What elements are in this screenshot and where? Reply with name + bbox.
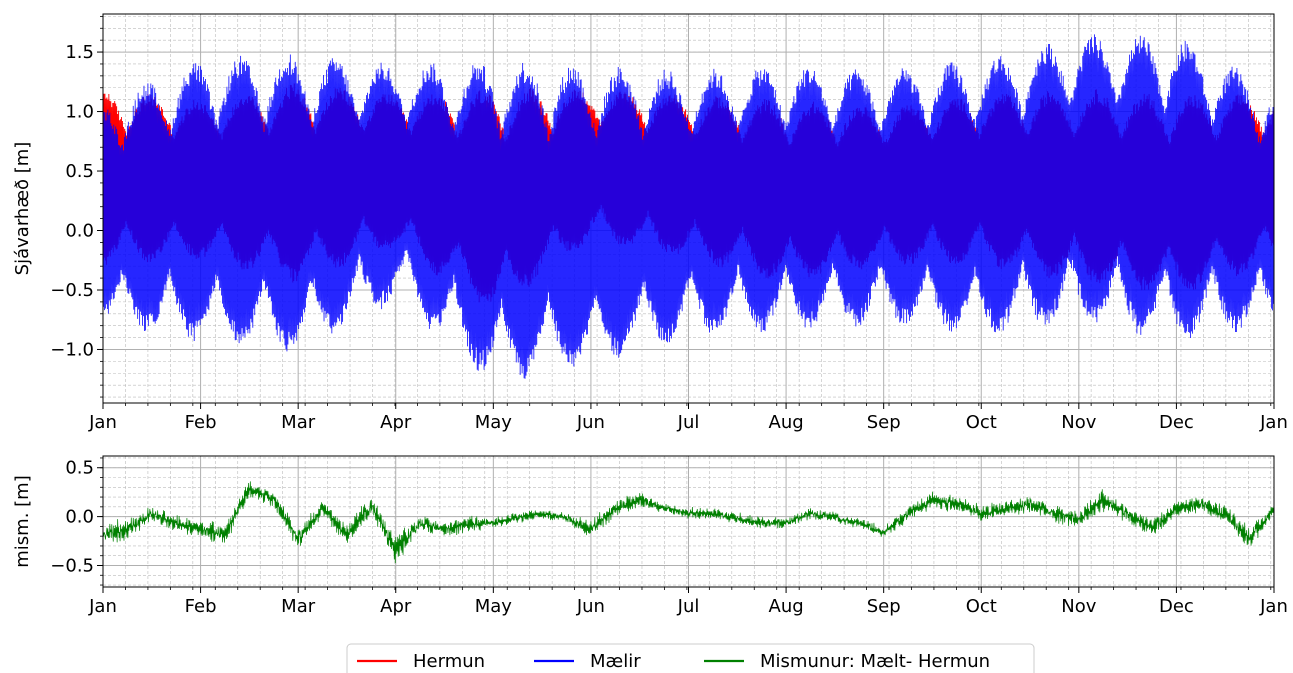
y-axis-label: Sjávarhæð [m] bbox=[12, 142, 33, 276]
x-tick-label: Mar bbox=[281, 412, 316, 433]
x-tick-label: Sep bbox=[867, 412, 901, 433]
y-tick-label: 1.0 bbox=[65, 102, 94, 123]
x-tick-label: Aug bbox=[769, 412, 804, 433]
series-line-maelir bbox=[103, 34, 1274, 379]
y-tick-label: −0.5 bbox=[50, 555, 94, 576]
y-axis-label: mism. [m] bbox=[12, 475, 33, 567]
x-tick-label: Feb bbox=[185, 412, 217, 433]
x-tick-label: Jul bbox=[677, 596, 700, 617]
x-tick-label: May bbox=[475, 412, 513, 433]
x-tick-label: Jan bbox=[88, 596, 117, 617]
x-tick-label: Jun bbox=[576, 412, 605, 433]
x-tick-label: Dec bbox=[1159, 412, 1194, 433]
x-tick-label: Apr bbox=[380, 412, 412, 433]
x-tick-label: Feb bbox=[185, 596, 217, 617]
x-tick-label: Jan bbox=[1259, 596, 1288, 617]
x-tick-label: Jan bbox=[1259, 412, 1288, 433]
x-tick-label: Oct bbox=[966, 412, 997, 433]
legend-box bbox=[346, 643, 1035, 673]
x-tick-label: Aug bbox=[769, 596, 804, 617]
bottom-plot-area bbox=[103, 481, 1274, 564]
legend: Hermun Mælir Mismunur: Mælt- Hermun bbox=[346, 643, 1035, 673]
x-tick-label: Sep bbox=[867, 596, 901, 617]
legend-label: Mismunur: Mælt- Hermun bbox=[760, 651, 990, 672]
x-tick-label: Nov bbox=[1061, 412, 1096, 433]
series-line-mismunur bbox=[103, 481, 1274, 564]
x-tick-label: Apr bbox=[380, 596, 412, 617]
y-tick-label: 0.0 bbox=[65, 221, 94, 242]
x-tick-label: Jan bbox=[88, 412, 117, 433]
top-panel: −1.0 −0.5 0.0 0.5 1.0 1.5 Jan Feb Mar Apr May Jun Ju… bbox=[12, 13, 1288, 433]
bottom-panel: −0.5 0.0 0.5 Jan Feb Mar Apr May Jun Jul Aug Sep Oct… bbox=[12, 455, 1288, 617]
x-tick-label: Dec bbox=[1159, 596, 1194, 617]
y-tick-label: 0.5 bbox=[65, 458, 94, 479]
x-tick-label: Jul bbox=[677, 412, 700, 433]
x-tick-label: Oct bbox=[966, 596, 997, 617]
y-tick-label: 0.5 bbox=[65, 161, 94, 182]
y-tick-label: 0.0 bbox=[65, 507, 94, 528]
legend-label: Mælir bbox=[590, 651, 641, 672]
x-tick-label: Nov bbox=[1061, 596, 1096, 617]
x-tick-label: Jun bbox=[576, 596, 605, 617]
legend-label: Hermun bbox=[413, 651, 485, 672]
top-plot-area bbox=[103, 34, 1274, 379]
y-tick-label: −1.0 bbox=[50, 339, 94, 360]
y-tick-label: −0.5 bbox=[50, 280, 94, 301]
x-tick-label: May bbox=[475, 596, 513, 617]
y-tick-label: 1.5 bbox=[65, 42, 94, 63]
x-tick-label: Mar bbox=[281, 596, 316, 617]
